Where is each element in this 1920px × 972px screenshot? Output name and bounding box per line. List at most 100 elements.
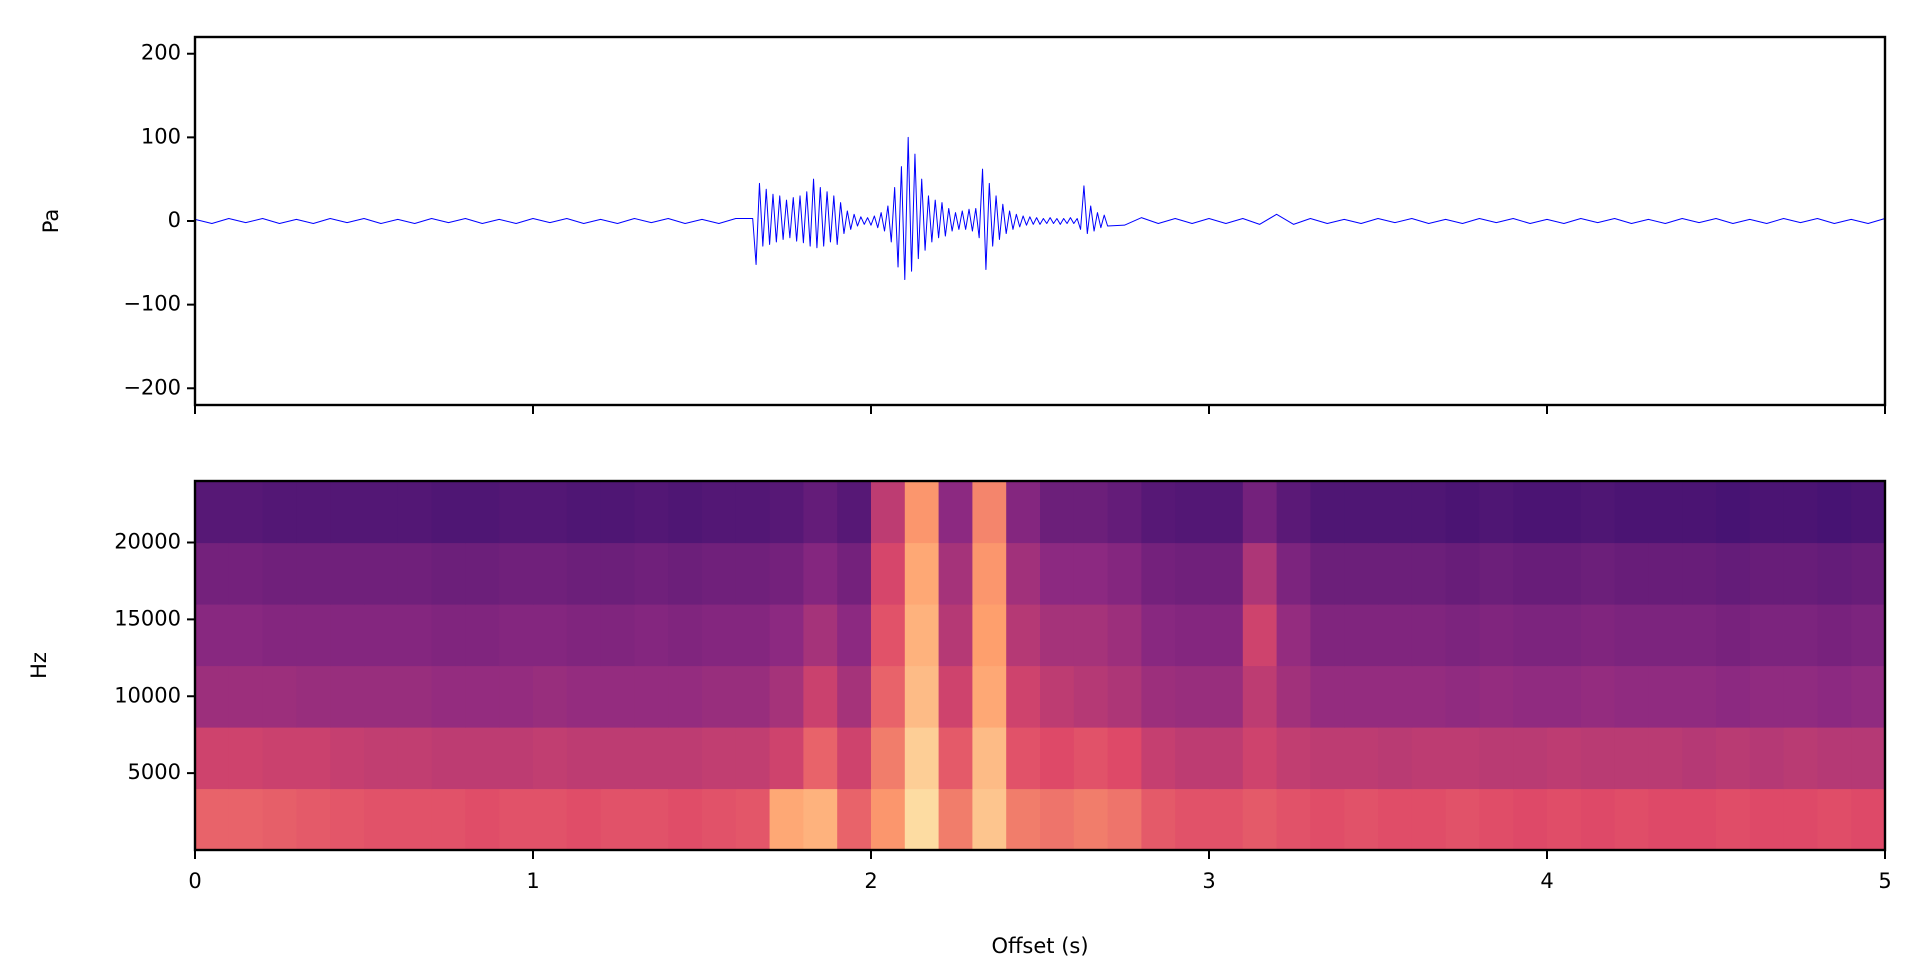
- spectrogram-cell: [1310, 727, 1345, 790]
- spectrogram-cell: [1547, 542, 1582, 605]
- spectrogram-cell: [871, 604, 906, 667]
- spectrogram-cell: [1378, 542, 1413, 605]
- spectrogram-cell: [1411, 788, 1447, 851]
- spectrogram-cell: [702, 481, 737, 544]
- spectrogram-cell: [465, 727, 500, 790]
- spectrogram-cell: [533, 665, 568, 728]
- spectrogram-cell: [330, 788, 365, 851]
- spectrogram-cell: [499, 665, 534, 728]
- spectrogram-cell: [1513, 604, 1548, 667]
- spectrogram-cell: [1276, 604, 1311, 667]
- spectrogram-cell: [1682, 542, 1717, 605]
- chart-panel: 5000 10000 15000 20000 0 1 2 3 4 5 Hz Offset (s): [27, 479, 1892, 958]
- x-tick-label: 0: [188, 869, 201, 893]
- spectrogram-cell: [1445, 481, 1480, 544]
- spectrogram-cell: [1344, 481, 1379, 544]
- spectrogram-cell: [634, 665, 669, 728]
- spectrogram-cell: [904, 542, 940, 605]
- spectrogram-cell: [1580, 481, 1616, 544]
- spectrogram-cell: [566, 788, 602, 851]
- spectrogram-cell: [1479, 788, 1514, 851]
- spectrogram-cell: [330, 665, 365, 728]
- spectrogram-cell: [1040, 604, 1075, 667]
- spectrogram-cell: [1209, 604, 1244, 667]
- spectrogram-cell: [533, 604, 568, 667]
- spectrogram-cell: [566, 604, 602, 667]
- spectrogram-cell: [803, 665, 838, 728]
- spectrogram-cell: [1073, 604, 1109, 667]
- spectrogram-cell: [228, 604, 264, 667]
- spectrogram-cell: [1479, 542, 1514, 605]
- spectrogram-cell: [837, 481, 872, 544]
- spectrogram-cell: [465, 604, 500, 667]
- spectrogram-cell: [1682, 604, 1717, 667]
- spectrogram-cell: [195, 542, 230, 605]
- spectrogram-cell: [938, 727, 973, 790]
- spectrogram-cell: [1073, 788, 1109, 851]
- spectrogram-cell: [1411, 727, 1447, 790]
- spectrogram-cell: [1310, 665, 1345, 728]
- spectrogram-cell: [1479, 481, 1514, 544]
- spectrogram-cell: [1006, 788, 1041, 851]
- spectrogram-cell: [533, 727, 568, 790]
- spectrogram-cell: [1682, 727, 1717, 790]
- spectrogram-cell: [1411, 665, 1447, 728]
- spectrogram-cell: [1040, 542, 1075, 605]
- spectrogram-cell: [262, 604, 297, 667]
- chart-panel: −200 −100 0 100 200 Pa: [39, 35, 1887, 414]
- spectrogram-cell: [1479, 604, 1514, 667]
- spectrogram-cell: [1209, 727, 1244, 790]
- spectrogram-cell: [1783, 542, 1818, 605]
- spectrogram-cell: [634, 788, 669, 851]
- spectrogram-cell: [1580, 727, 1616, 790]
- spectrogram-cell: [431, 665, 466, 728]
- spectrogram-cell: [769, 604, 804, 667]
- spectrogram-cell: [1242, 665, 1278, 728]
- spectrogram-cell: [1648, 727, 1683, 790]
- spectrogram-cell: [1479, 727, 1514, 790]
- spectrogram-cell: [1614, 727, 1649, 790]
- spectrogram-cell: [803, 788, 838, 851]
- spectrogram-cell: [1513, 542, 1548, 605]
- spectrogram-cell: [397, 481, 433, 544]
- spectrogram-cell: [634, 727, 669, 790]
- spectrogram-cell: [803, 604, 838, 667]
- spectrogram-cell: [1006, 542, 1041, 605]
- spectrogram-cell: [972, 788, 1007, 851]
- spectrogram-cell: [634, 542, 669, 605]
- spectrogram-cell: [1817, 788, 1852, 851]
- spectrogram-cell: [566, 481, 602, 544]
- spectrogram-cell: [837, 604, 872, 667]
- spectrogram-cell: [1648, 665, 1683, 728]
- spectrogram-cell: [803, 481, 838, 544]
- spectrogram-cell: [1749, 727, 1785, 790]
- spectrogram-cell: [600, 542, 635, 605]
- spectrogram-cell: [1614, 788, 1649, 851]
- spectrogram-cell: [1378, 788, 1413, 851]
- spectrogram-cell: [228, 542, 264, 605]
- spectrogram-cell: [904, 788, 940, 851]
- spectrogram-cell: [296, 788, 331, 851]
- spectrogram-cell: [803, 727, 838, 790]
- spectrogram-cell: [296, 665, 331, 728]
- waveform-line: [194, 136, 1886, 281]
- spectrogram-cell: [1276, 481, 1311, 544]
- spectrogram-cell: [600, 665, 635, 728]
- spectrogram-cell: [1006, 727, 1041, 790]
- y-tick-label: 200: [141, 41, 181, 65]
- spectrogram-cell: [1580, 604, 1616, 667]
- y-tick-label: 10000: [114, 683, 181, 707]
- spectrogram-cell: [1580, 788, 1616, 851]
- spectrogram-cell: [1749, 788, 1785, 851]
- x-tick-label: 3: [1202, 869, 1215, 893]
- y-tick-label: 5000: [128, 760, 181, 784]
- spectrogram-cell: [364, 788, 399, 851]
- spectrogram-cell: [1851, 604, 1886, 667]
- spectrogram-cell: [1073, 727, 1109, 790]
- spectrogram-cell: [904, 481, 940, 544]
- spectrogram-cell: [1276, 788, 1311, 851]
- spectrogram-cell: [1682, 665, 1717, 728]
- spectrogram-cell: [702, 665, 737, 728]
- spectrogram-cell: [465, 788, 500, 851]
- spectrogram-cell: [228, 665, 264, 728]
